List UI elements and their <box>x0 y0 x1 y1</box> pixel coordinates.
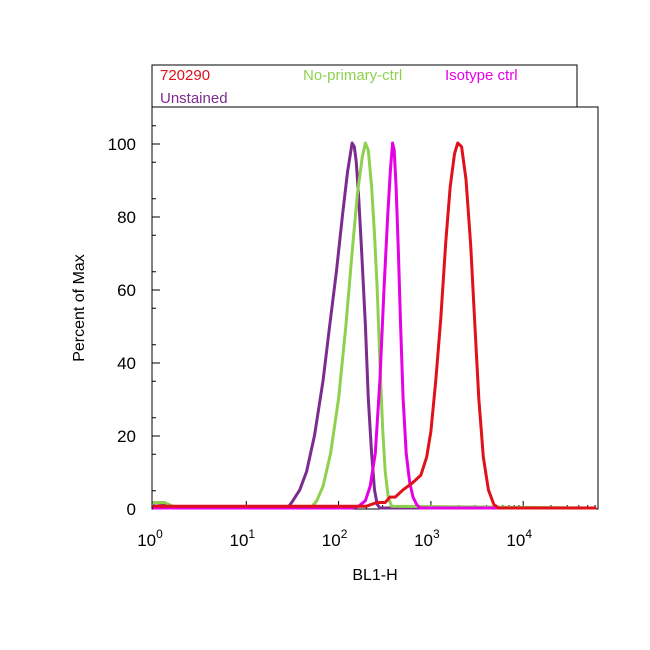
y-tick-label: 60 <box>117 281 136 300</box>
y-axis: 0 20 40 60 80 100 <box>108 125 160 519</box>
x-tick-label: 103 <box>414 527 440 550</box>
series-layer <box>152 141 597 510</box>
y-tick-label: 80 <box>117 208 136 227</box>
legend-entry-no-primary-ctrl: No-primary-ctrl <box>303 67 402 84</box>
x-tick-label: 102 <box>322 527 348 550</box>
y-axis-title: Percent of Max <box>71 254 88 362</box>
y-tick-label: 0 <box>127 500 136 519</box>
legend-entry-720290: 720290 <box>160 67 210 84</box>
y-tick-label: 40 <box>117 354 136 373</box>
x-tick-label: 104 <box>506 527 532 550</box>
legend-border <box>151 64 578 107</box>
legend: 720290 No-primary-ctrl Isotype ctrl Unst… <box>151 64 578 107</box>
x-axis-title: BL1-H <box>352 567 397 584</box>
series-line-isotype-ctrl <box>152 141 597 510</box>
legend-entry-unstained: Unstained <box>160 90 228 107</box>
x-tick-label: 101 <box>229 527 255 550</box>
series-line-720290 <box>152 141 597 510</box>
y-tick-label: 100 <box>108 135 136 154</box>
y-tick-label: 20 <box>117 427 136 446</box>
x-tick-label: 100 <box>137 527 163 550</box>
legend-entry-isotype-ctrl: Isotype ctrl <box>445 67 518 84</box>
